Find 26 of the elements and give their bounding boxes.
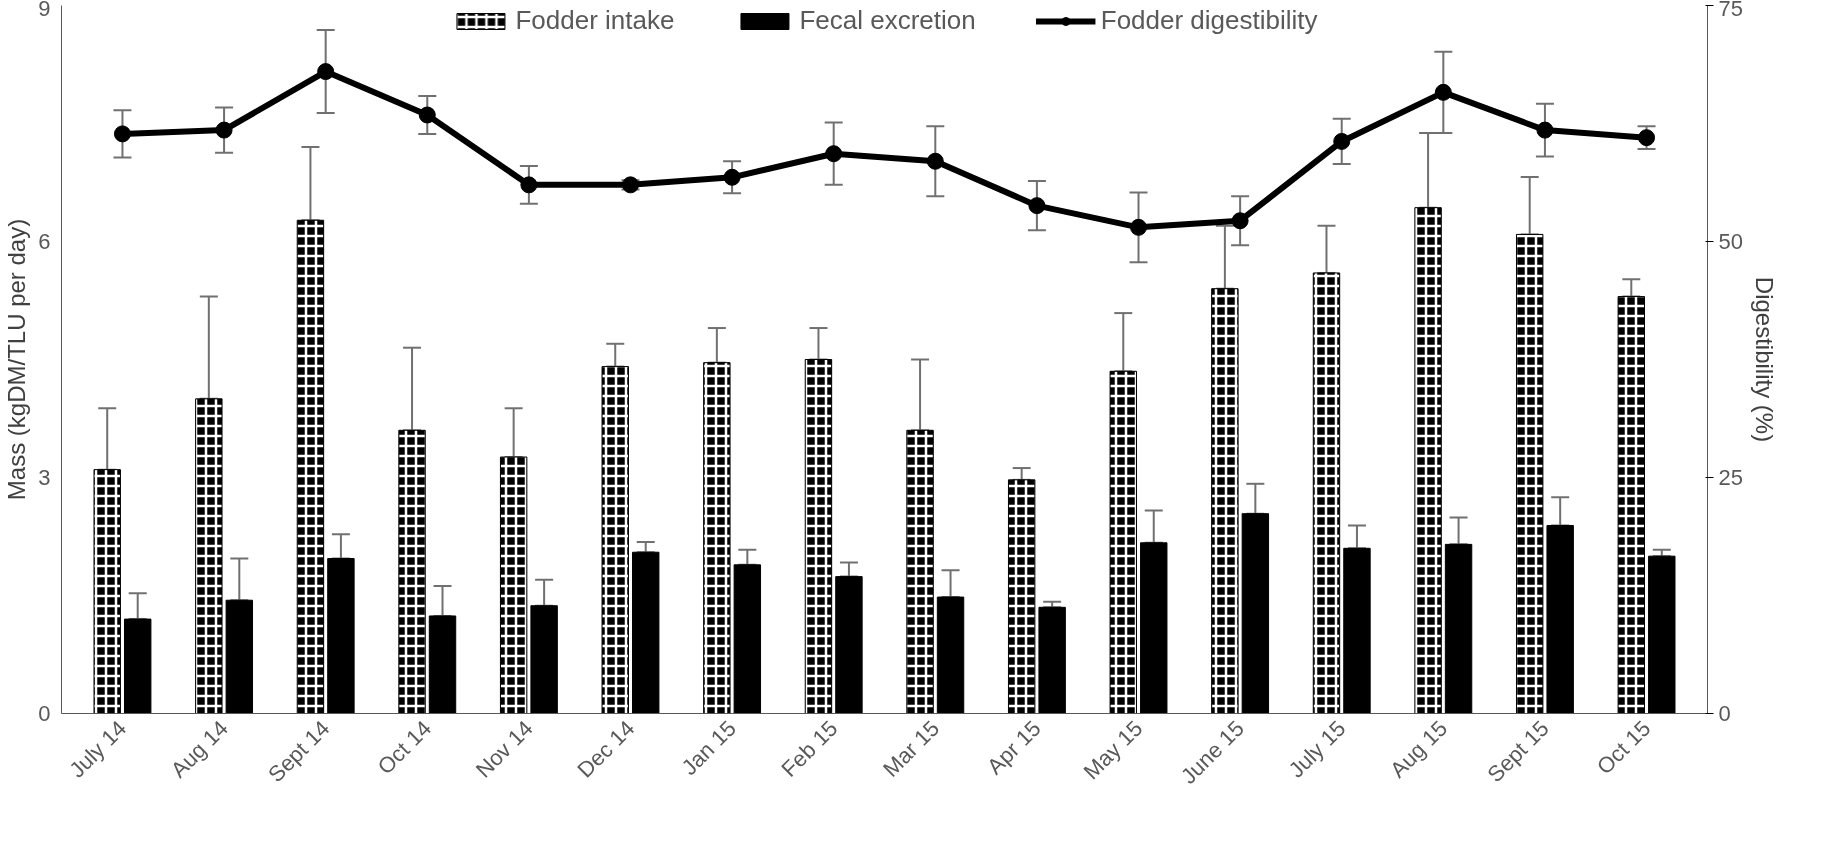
x-tick-label: July 14 bbox=[64, 715, 132, 783]
x-tick-label: Oct 15 bbox=[1591, 715, 1656, 780]
x-tick-label: Mar 15 bbox=[878, 715, 945, 782]
y-tick-label: 6 bbox=[38, 229, 51, 254]
y-axis-title: Mass (kgDM/TLU per day) bbox=[3, 218, 31, 501]
y-tick-label: 9 bbox=[38, 0, 51, 21]
y2-tick-label: 75 bbox=[1718, 0, 1743, 21]
x-tick-label: Dec 14 bbox=[572, 715, 640, 783]
legend-label: Fecal excretion bbox=[799, 5, 976, 36]
y-tick-label: 3 bbox=[38, 465, 51, 490]
legend-label: Fodder intake bbox=[515, 5, 675, 36]
x-tick-label: July 15 bbox=[1283, 715, 1351, 783]
x-tick-label: Nov 14 bbox=[470, 715, 538, 783]
y2-axis-title: Digestibility (%) bbox=[1750, 276, 1778, 443]
y2-tick-label: 50 bbox=[1718, 229, 1743, 254]
x-tick-label: Feb 15 bbox=[776, 715, 843, 782]
x-tick-label: Aug 15 bbox=[1385, 715, 1453, 783]
y2-tick-label: 0 bbox=[1718, 701, 1731, 726]
y2-tick-label: 25 bbox=[1718, 465, 1743, 490]
x-tick-label: Apr 15 bbox=[982, 715, 1046, 780]
legend-label: Fodder digestibility bbox=[1100, 5, 1318, 36]
x-tick-label: May 15 bbox=[1078, 715, 1148, 785]
x-tick-label: Aug 14 bbox=[165, 715, 233, 783]
x-tick-label: Oct 14 bbox=[372, 715, 437, 780]
y-tick-label: 0 bbox=[38, 701, 51, 726]
x-tick-label: Jan 15 bbox=[676, 715, 741, 781]
